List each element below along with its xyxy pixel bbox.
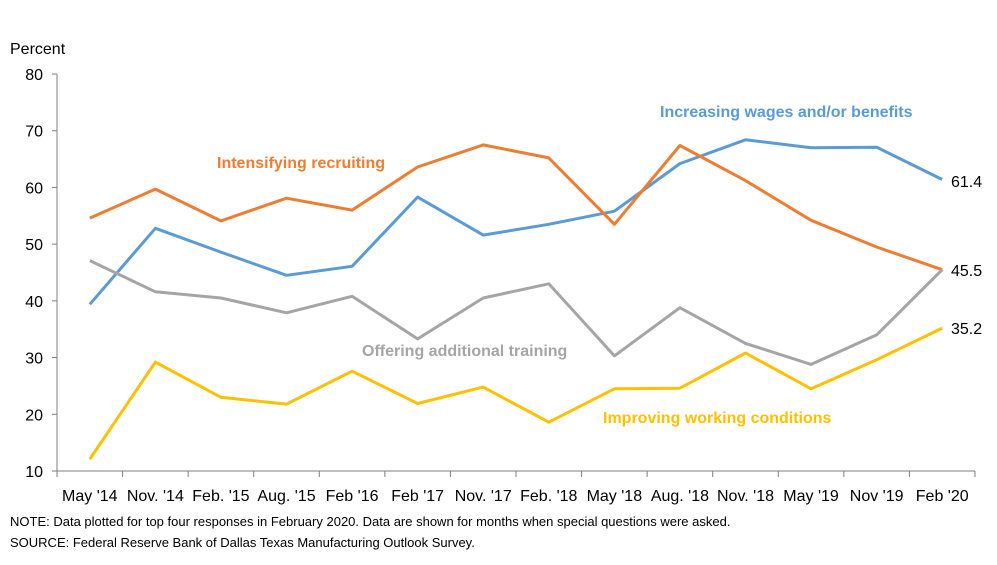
series-line-3 bbox=[88, 326, 943, 460]
x-tick-label: May '18 bbox=[587, 488, 643, 505]
chart-source: SOURCE: Federal Reserve Bank of Dallas T… bbox=[10, 535, 475, 550]
x-tick-label: Aug. '18 bbox=[651, 488, 709, 505]
y-axis: 10 20 30 40 50 60 70 80 bbox=[25, 67, 58, 481]
x-tick-label: Feb. '15 bbox=[192, 488, 249, 505]
x-tick-label: Feb '16 bbox=[326, 488, 379, 505]
end-labels: 61.4 45.5 35.2 bbox=[951, 174, 982, 338]
series-label-recruiting: Intensifying recruiting bbox=[217, 155, 385, 172]
y-tick-label: 50 bbox=[25, 237, 43, 254]
series-label-training: Offering additional training bbox=[362, 343, 567, 360]
series-lines bbox=[88, 138, 944, 460]
x-tick-label: Feb '20 bbox=[916, 488, 969, 505]
series-line-0 bbox=[88, 138, 943, 306]
x-tick-label: Nov '19 bbox=[850, 488, 904, 505]
series-line-2 bbox=[89, 259, 944, 366]
x-tick-label: Aug. '15 bbox=[257, 488, 315, 505]
x-tick-label: Feb '17 bbox=[391, 488, 444, 505]
x-tick-label: May '14 bbox=[62, 488, 118, 505]
y-tick-label: 40 bbox=[25, 294, 43, 311]
y-tick-label: 30 bbox=[25, 351, 43, 368]
y-tick-label: 10 bbox=[25, 464, 43, 481]
x-tick-label: May '19 bbox=[783, 488, 839, 505]
y-tick-label: 70 bbox=[25, 124, 43, 141]
y-tick-label: 60 bbox=[25, 180, 43, 197]
series-labels: Increasing wages and/or benefits Intensi… bbox=[217, 104, 913, 427]
y-tick-label: 80 bbox=[25, 67, 43, 84]
line-chart: Percent 10 20 30 40 50 60 70 80 May '14 Nov. '14… bbox=[10, 41, 982, 505]
x-tick-label: Nov. '17 bbox=[455, 488, 512, 505]
series-label-wages: Increasing wages and/or benefits bbox=[660, 104, 913, 121]
x-tick-label: Nov. '18 bbox=[717, 488, 774, 505]
x-axis: May '14 Nov. '14 Feb. '15 Aug. '15 Feb '16 Fe… bbox=[56, 470, 976, 505]
x-tick-label: Feb. '18 bbox=[520, 488, 577, 505]
series-line-1 bbox=[89, 143, 943, 272]
series-label-conditions: Improving working conditions bbox=[603, 410, 832, 427]
end-label-conditions: 35.2 bbox=[951, 321, 982, 338]
y-tick-label: 20 bbox=[25, 407, 43, 424]
chart-note: NOTE: Data plotted for top four response… bbox=[10, 514, 731, 529]
end-label-wages: 61.4 bbox=[951, 174, 982, 191]
end-label-recruiting: 45.5 bbox=[951, 263, 982, 280]
x-tick-label: Nov. '14 bbox=[127, 488, 184, 505]
y-axis-title: Percent bbox=[10, 41, 66, 58]
